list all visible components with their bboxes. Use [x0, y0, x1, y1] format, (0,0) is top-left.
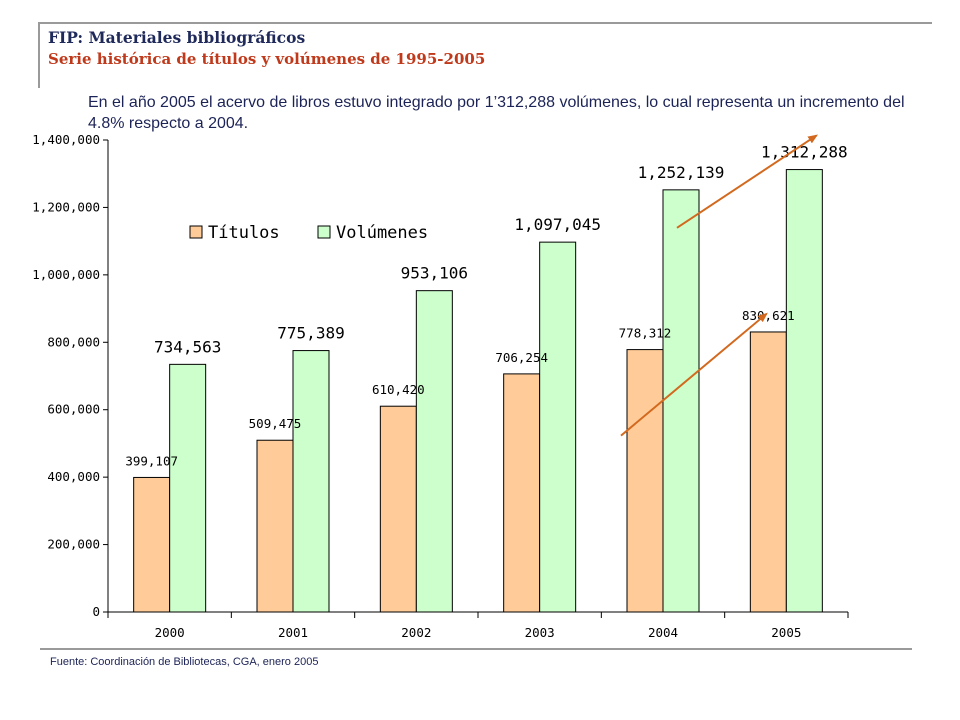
chart-data-labels: 399,107 509,475 610,420 706,254 778,312 830,6…	[125, 143, 847, 469]
x-tick-label: 2002	[401, 625, 431, 640]
chart-legend: Títulos Volúmenes	[189, 223, 428, 243]
footer-rule	[40, 648, 912, 650]
bar-titulos	[256, 439, 294, 613]
bar-titulos	[749, 331, 787, 613]
bar-volumenes	[415, 290, 453, 613]
trend-arrows	[620, 134, 819, 437]
x-tick-label: 2004	[648, 625, 678, 640]
bar-titulos	[379, 405, 417, 613]
data-label-titulos: 509,475	[249, 416, 302, 431]
y-tick-label: 200,000	[47, 537, 100, 552]
data-label-volumenes: 1,097,045	[514, 215, 601, 234]
page-subtitle: Serie histórica de títulos y volúmenes d…	[48, 50, 486, 68]
trend-arrow-titulos	[620, 312, 768, 437]
legend-swatch	[317, 225, 331, 239]
y-tick-label: 1,000,000	[32, 267, 100, 282]
chart-bars	[133, 169, 823, 613]
data-label-volumenes: 734,563	[154, 337, 221, 356]
y-tick-label: 1,200,000	[32, 199, 100, 214]
data-label-titulos: 610,420	[372, 382, 425, 397]
bar-volumenes	[539, 241, 577, 613]
data-label-volumenes: 775,389	[277, 324, 344, 343]
page-title: FIP: Materiales bibliográficos	[48, 28, 306, 47]
data-label-titulos: 399,107	[125, 453, 178, 468]
y-tick-label: 1,400,000	[32, 132, 100, 147]
chart-axes: 0 200,000 400,000 600,000 800,000 1,000,000 1,…	[32, 132, 849, 640]
legend-swatch	[189, 225, 203, 239]
bar-titulos	[133, 476, 171, 613]
source-note: Fuente: Coordinación de Bibliotecas, CGA…	[50, 656, 319, 668]
data-label-titulos: 778,312	[619, 326, 672, 341]
legend-label: Volúmenes	[336, 223, 428, 243]
data-label-titulos: 706,254	[495, 350, 548, 365]
y-tick-label: 400,000	[47, 469, 100, 484]
header-rule	[40, 22, 932, 24]
x-tick-label: 2003	[525, 625, 555, 640]
y-tick-label: 800,000	[47, 334, 100, 349]
y-tick-label: 600,000	[47, 402, 100, 417]
bar-titulos	[503, 373, 541, 613]
x-tick-label: 2000	[155, 625, 185, 640]
header-side-rule	[38, 22, 40, 88]
bar-volumenes	[169, 363, 207, 613]
legend-label: Títulos	[208, 223, 280, 243]
bar-titulos	[626, 349, 664, 613]
x-tick-label: 2005	[771, 625, 801, 640]
data-label-volumenes: 1,252,139	[638, 163, 725, 182]
bar-volumenes	[292, 350, 330, 613]
bar-volumenes	[662, 189, 700, 613]
bar-volumenes	[785, 169, 823, 613]
summary-note: En el año 2005 el acervo de libros estuv…	[88, 94, 905, 132]
data-label-volumenes: 1,312,288	[761, 143, 848, 162]
data-label-volumenes: 953,106	[401, 264, 468, 283]
trend-arrow-volumenes	[676, 134, 819, 229]
x-tick-label: 2001	[278, 625, 308, 640]
y-tick-label: 0	[92, 604, 100, 619]
data-label-titulos: 830,621	[742, 308, 795, 323]
